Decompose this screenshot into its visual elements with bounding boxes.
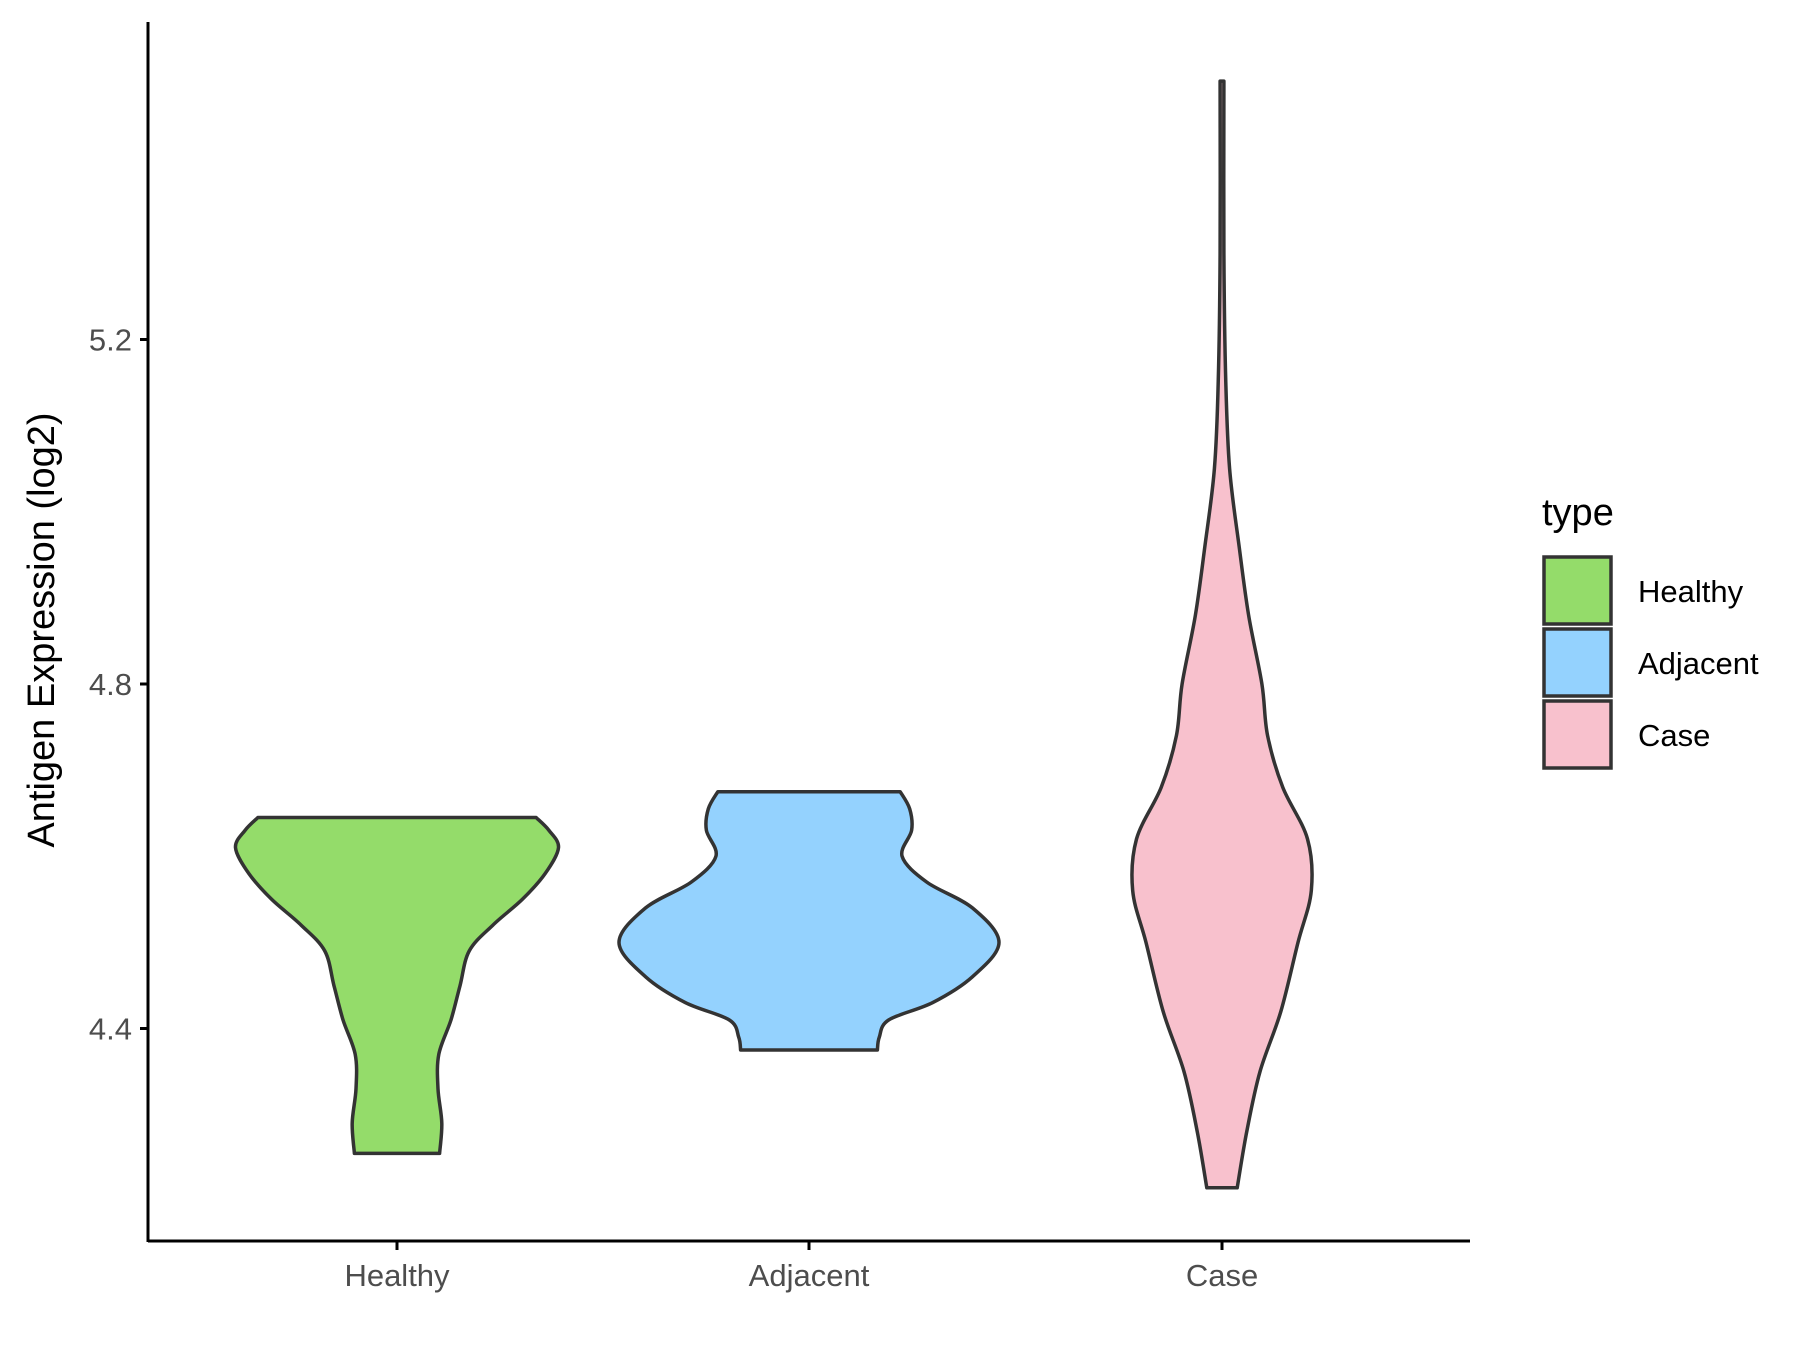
legend-label-adjacent: Adjacent (1638, 646, 1759, 681)
x-tick-label-healthy: Healthy (344, 1258, 450, 1293)
legend-key-adjacent (1542, 627, 1613, 698)
x-tick-label-case: Case (1186, 1258, 1258, 1293)
y-tick-label: 4.4 (89, 1012, 132, 1047)
x-tick-label-adjacent: Adjacent (749, 1258, 870, 1293)
legend-key-case (1542, 699, 1613, 770)
y-axis-title: Antigen Expression (log2) (21, 412, 63, 847)
violins-layer (233, 79, 1314, 1190)
legend-label-healthy: Healthy (1638, 574, 1744, 609)
violin-case (1130, 79, 1314, 1190)
legend-title: type (1542, 492, 1614, 534)
legend-key-healthy (1542, 555, 1613, 626)
y-tick-label: 4.8 (89, 667, 132, 702)
legend-label-case: Case (1638, 718, 1710, 753)
x-axis-ticks: Healthy Adjacent Case (344, 1241, 1258, 1293)
y-axis-ticks: 4.4 4.8 5.2 (89, 323, 148, 1047)
y-tick-label: 5.2 (89, 323, 132, 358)
legend: Healthy Adjacent Case (1542, 555, 1759, 770)
violin-adjacent (617, 789, 1001, 1052)
violin-healthy (233, 815, 561, 1156)
